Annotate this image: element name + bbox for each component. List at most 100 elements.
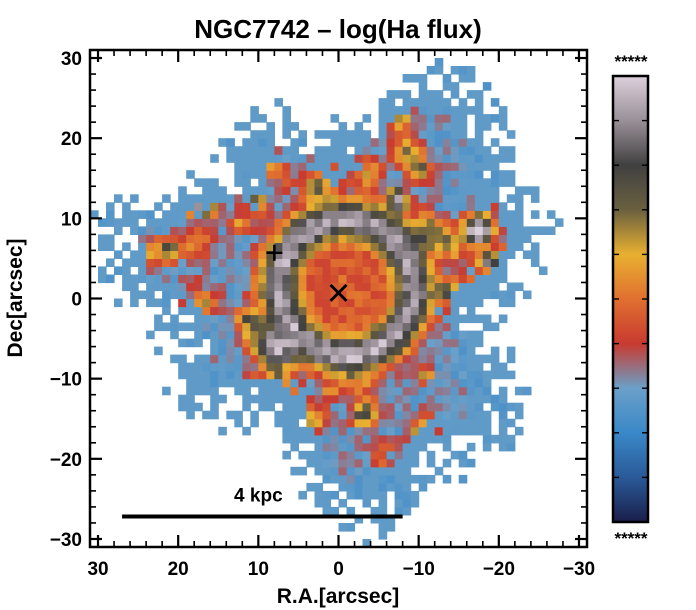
heatmap-cell xyxy=(282,218,291,227)
heatmap-cell xyxy=(314,442,324,452)
heatmap-cell xyxy=(242,306,251,316)
heatmap-cell xyxy=(370,386,380,396)
heatmap-cell xyxy=(362,162,372,171)
heatmap-cell xyxy=(450,82,460,91)
heatmap-cell xyxy=(322,266,332,275)
heatmap-cell xyxy=(418,474,428,484)
heatmap-cell xyxy=(146,210,155,219)
heatmap-cell xyxy=(226,298,235,308)
heatmap-cell xyxy=(450,450,460,460)
heatmap-cell xyxy=(450,258,460,267)
heatmap-cell xyxy=(266,186,275,195)
heatmap-cell xyxy=(122,266,131,275)
heatmap-cell xyxy=(506,178,516,187)
heatmap-cell xyxy=(426,106,436,115)
heatmap-cell xyxy=(282,306,291,316)
heatmap-cell xyxy=(282,434,291,444)
heatmap-cell xyxy=(386,130,396,139)
heatmap-cell xyxy=(210,378,219,388)
heatmap-cell xyxy=(458,394,468,404)
heatmap-cell xyxy=(154,202,163,211)
x-tick-label: 30 xyxy=(87,559,108,580)
heatmap-cell xyxy=(418,98,428,107)
heatmap-cell xyxy=(346,186,356,195)
heatmap-cell xyxy=(482,290,492,300)
heatmap-cell xyxy=(490,234,500,243)
heatmap-cell xyxy=(458,282,468,292)
heatmap-cell xyxy=(146,290,155,300)
heatmap-cell xyxy=(178,210,187,219)
heatmap-cell xyxy=(146,266,155,275)
heatmap-cell xyxy=(458,146,468,155)
heatmap-cell xyxy=(250,338,259,348)
heatmap-cell xyxy=(186,362,195,372)
heatmap-cell xyxy=(402,258,412,267)
heatmap-cell xyxy=(338,130,348,139)
heatmap-cell xyxy=(346,338,356,348)
heatmap-cell xyxy=(466,338,476,348)
heatmap-cell xyxy=(378,194,388,203)
heatmap-cell xyxy=(354,370,364,380)
heatmap-cell xyxy=(482,282,492,292)
heatmap-cell xyxy=(466,402,476,412)
heatmap-cell xyxy=(290,194,299,203)
heatmap-cell xyxy=(266,194,275,203)
heatmap-cell xyxy=(450,362,460,372)
heatmap-cell xyxy=(330,234,340,243)
heatmap-cell xyxy=(242,162,251,171)
heatmap-cell xyxy=(226,378,235,388)
heatmap-cell xyxy=(490,274,500,284)
heatmap-cell xyxy=(450,418,460,428)
heatmap-cell xyxy=(322,210,332,219)
heatmap-cell xyxy=(258,186,267,195)
heatmap-cell xyxy=(458,242,468,251)
heatmap-cell xyxy=(402,314,412,324)
heatmap-cell xyxy=(202,242,211,251)
heatmap-cell xyxy=(442,290,452,300)
heatmap-cell xyxy=(314,378,324,388)
heatmap-cell xyxy=(266,146,275,155)
heatmap-cell xyxy=(442,178,452,187)
heatmap-cell xyxy=(386,274,396,284)
heatmap-cell xyxy=(234,146,243,155)
heatmap-cell xyxy=(322,490,332,500)
heatmap-cell xyxy=(402,394,412,404)
heatmap-cell xyxy=(234,290,243,300)
heatmap-cell xyxy=(426,322,436,332)
heatmap-cell xyxy=(450,346,460,356)
heatmap-cell xyxy=(386,242,396,251)
heatmap-cell xyxy=(418,194,428,203)
heatmap-cell xyxy=(362,314,372,324)
heatmap-cell xyxy=(170,226,179,235)
heatmap-cell xyxy=(378,138,388,147)
heatmap-cell xyxy=(98,242,107,251)
heatmap-cell xyxy=(490,362,500,372)
heatmap-cell xyxy=(122,258,131,267)
heatmap-cell xyxy=(482,418,492,428)
heatmap-cell xyxy=(418,306,428,316)
heatmap-cell xyxy=(298,466,307,476)
heatmap-cell xyxy=(458,154,468,163)
heatmap-cell xyxy=(330,162,340,171)
heatmap-cell xyxy=(298,426,307,436)
heatmap-cell xyxy=(466,178,476,187)
heatmap-cell xyxy=(410,442,420,452)
heatmap-cell xyxy=(474,194,484,203)
heatmap-cell xyxy=(162,322,171,332)
heatmap-cell xyxy=(322,290,332,300)
heatmap-cell xyxy=(458,418,468,428)
heatmap-cell xyxy=(474,242,484,251)
heatmap-cell xyxy=(242,346,251,356)
heatmap-cell xyxy=(306,274,315,284)
heatmap-cell xyxy=(386,450,396,460)
heatmap-cell xyxy=(402,194,412,203)
heatmap-cell xyxy=(450,330,460,340)
heatmap-cell xyxy=(138,210,147,219)
heatmap-cell xyxy=(346,523,356,532)
heatmap-cell xyxy=(538,266,548,275)
heatmap-cell xyxy=(498,442,508,452)
heatmap-cell xyxy=(458,170,468,179)
heatmap-cell xyxy=(186,322,195,332)
heatmap-cell xyxy=(434,178,444,187)
heatmap-cell xyxy=(250,202,259,211)
